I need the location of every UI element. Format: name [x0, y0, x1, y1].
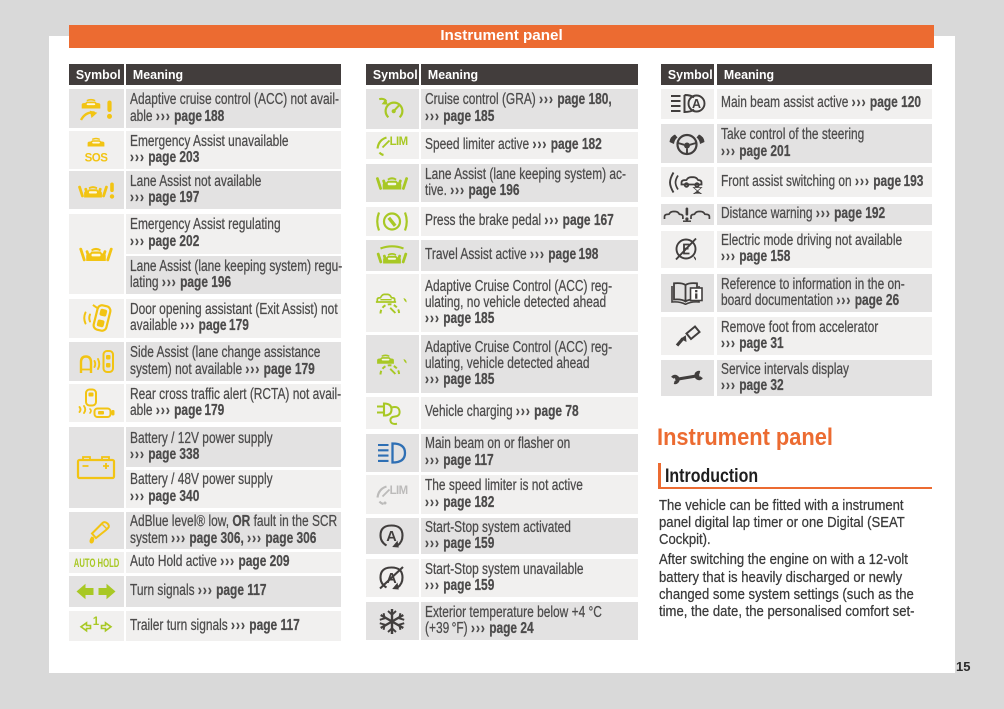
- svg-text:LIM: LIM: [390, 135, 408, 148]
- svg-text:A: A: [387, 571, 398, 587]
- svg-text:SOS: SOS: [85, 152, 108, 164]
- svg-text:1: 1: [93, 616, 100, 628]
- svg-text:A: A: [387, 529, 398, 545]
- svg-text:A: A: [692, 97, 701, 111]
- svg-text:LIM: LIM: [390, 484, 408, 497]
